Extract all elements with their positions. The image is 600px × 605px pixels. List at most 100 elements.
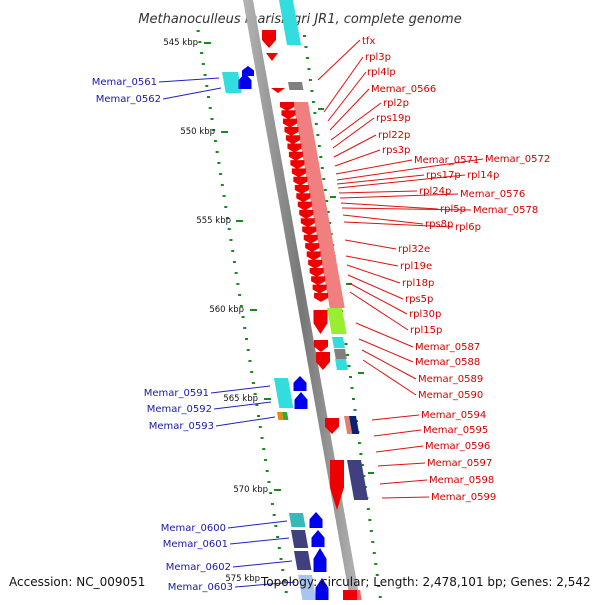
gene-label-rpl6p[interactable]: rpl6p [455, 222, 481, 233]
gene-label-memar-0594[interactable]: Memar_0594 [421, 410, 486, 421]
gene-label-memar-0588[interactable]: Memar_0588 [415, 357, 480, 368]
tick-dot-left [246, 349, 250, 351]
gene-label-rpl19e[interactable]: rpl19e [400, 261, 432, 272]
left-leader-line [158, 77, 220, 83]
tick-label-555: 555 kbp [196, 216, 231, 226]
gene-label-rpl30p[interactable]: rpl30p [409, 309, 441, 320]
reverse-gene-arrow [293, 176, 308, 186]
right-leader-line [344, 239, 397, 250]
major-tick [274, 489, 281, 491]
gene-label-memar-0598[interactable]: Memar_0598 [429, 475, 494, 486]
gene-label-memar-0578[interactable]: Memar_0578 [473, 205, 538, 216]
forward-gene-arrow [293, 376, 307, 391]
navy-cog-box [347, 460, 369, 500]
tick-dot-right [317, 145, 321, 147]
gene-label-rpl24p[interactable]: rpl24p [419, 186, 451, 197]
right-leader-line [346, 264, 401, 284]
gene-label-rps17p[interactable]: rps17p [426, 170, 461, 181]
tick-dot-right [351, 398, 355, 400]
gene-label-memar-0576[interactable]: Memar_0576 [460, 189, 525, 200]
tick-dot-left [282, 580, 286, 582]
gene-label-memar-0602[interactable]: Memar_0602 [166, 562, 231, 573]
reverse-gene-arrow [308, 259, 323, 269]
gene-label-memar-0592[interactable]: Memar_0592 [147, 404, 212, 415]
gene-label-memar-0562[interactable]: Memar_0562 [96, 94, 161, 105]
gene-label-rps8p[interactable]: rps8p [425, 219, 453, 230]
gene-label-rpl3p[interactable]: rpl3p [365, 52, 391, 63]
tick-dot-left [260, 437, 264, 439]
tick-dot-left [255, 404, 259, 406]
tick-dot-left [265, 470, 269, 472]
gene-label-rpl4lp[interactable]: rpl4lp [367, 67, 396, 78]
tick-dot-right [311, 101, 315, 103]
right-leader-line [336, 174, 425, 185]
gene-label-rpl22p[interactable]: rpl22p [378, 130, 410, 141]
gene-label-memar-0603[interactable]: Memar_0603 [168, 582, 233, 593]
gene-label-rpl14p[interactable]: rpl14p [467, 170, 499, 181]
gene-label-memar-0587[interactable]: Memar_0587 [415, 342, 480, 353]
gene-label-rps19p[interactable]: rps19p [376, 113, 411, 124]
gene-label-memar-0595[interactable]: Memar_0595 [423, 425, 488, 436]
gene-label-memar-0572[interactable]: Memar_0572 [485, 154, 550, 165]
tick-dot-right [360, 464, 364, 466]
gene-label-rpl18p[interactable]: rpl18p [402, 278, 434, 289]
tick-dot-right [308, 79, 312, 81]
left-leader-line [227, 520, 288, 529]
gene-label-memar-0589[interactable]: Memar_0589 [418, 374, 483, 385]
gene-label-rps5p[interactable]: rps5p [405, 294, 433, 305]
tick-dot-left [203, 74, 207, 76]
grey-cog-box [334, 349, 347, 359]
gene-label-memar-0600[interactable]: Memar_0600 [161, 523, 226, 534]
gene-label-memar-0591[interactable]: Memar_0591 [144, 388, 209, 399]
right-leader-line [379, 479, 428, 485]
tick-dot-right [346, 354, 350, 356]
tick-dot-right [375, 574, 379, 576]
reverse-gene-arrow [311, 276, 326, 286]
tick-dot-right [377, 585, 381, 587]
gene-label-memar-0597[interactable]: Memar_0597 [427, 458, 492, 469]
reverse-gene-arrow [299, 209, 314, 219]
major-tick [236, 220, 243, 222]
gene-label-rpl15p[interactable]: rpl15p [410, 325, 442, 336]
gene-label-memar-0566[interactable]: Memar_0566 [371, 84, 436, 95]
tick-dot-right [359, 453, 363, 455]
salmon-cog-box [344, 416, 353, 434]
reverse-gene-arrow [296, 193, 311, 203]
right-leader-line [361, 349, 417, 380]
gene-label-memar-0593[interactable]: Memar_0593 [149, 421, 214, 432]
forward-gene-arrow [311, 530, 325, 547]
gene-label-rpl2p[interactable]: rpl2p [383, 98, 409, 109]
gene-label-memar-0601[interactable]: Memar_0601 [163, 539, 228, 550]
right-leader-line [342, 214, 424, 225]
gene-label-memar-0561[interactable]: Memar_0561 [92, 77, 157, 88]
gene-label-rps3p[interactable]: rps3p [382, 145, 410, 156]
reverse-gene-arrow [313, 310, 328, 334]
tick-dot-right [372, 552, 376, 554]
tick-dot-left [239, 305, 243, 307]
gene-label-memar-0599[interactable]: Memar_0599 [431, 492, 496, 503]
tick-dot-left [198, 41, 202, 43]
tick-dot-left [274, 525, 278, 527]
tick-dot-right [326, 211, 330, 213]
gene-label-memar-0596[interactable]: Memar_0596 [425, 441, 490, 452]
gene-label-rpl5p[interactable]: rpl5p [440, 204, 466, 215]
right-leader-line [330, 102, 382, 141]
tick-dot-right [362, 475, 366, 477]
reverse-gene-arrow [284, 126, 299, 136]
reverse-gene-arrow [297, 201, 312, 211]
tick-dot-left [262, 448, 266, 450]
green-cog-box [282, 412, 289, 420]
reverse-gene-arrow [266, 53, 278, 61]
tick-dot-left [245, 338, 249, 340]
gene-label-memar-0590[interactable]: Memar_0590 [418, 390, 483, 401]
tick-dot-left [212, 129, 216, 131]
navy-cog-box [349, 416, 360, 434]
tick-label-545: 545 kbp [163, 38, 198, 48]
gene-label-tfx[interactable]: tfx [362, 36, 375, 47]
gene-label-rpl32e[interactable]: rpl32e [398, 244, 430, 255]
right-leader-line [373, 429, 422, 437]
gene-label-memar-0571[interactable]: Memar_0571 [414, 155, 479, 166]
tick-dot-right [305, 57, 309, 59]
tick-dot-right [349, 376, 353, 378]
forward-gene-arrow [313, 548, 327, 572]
